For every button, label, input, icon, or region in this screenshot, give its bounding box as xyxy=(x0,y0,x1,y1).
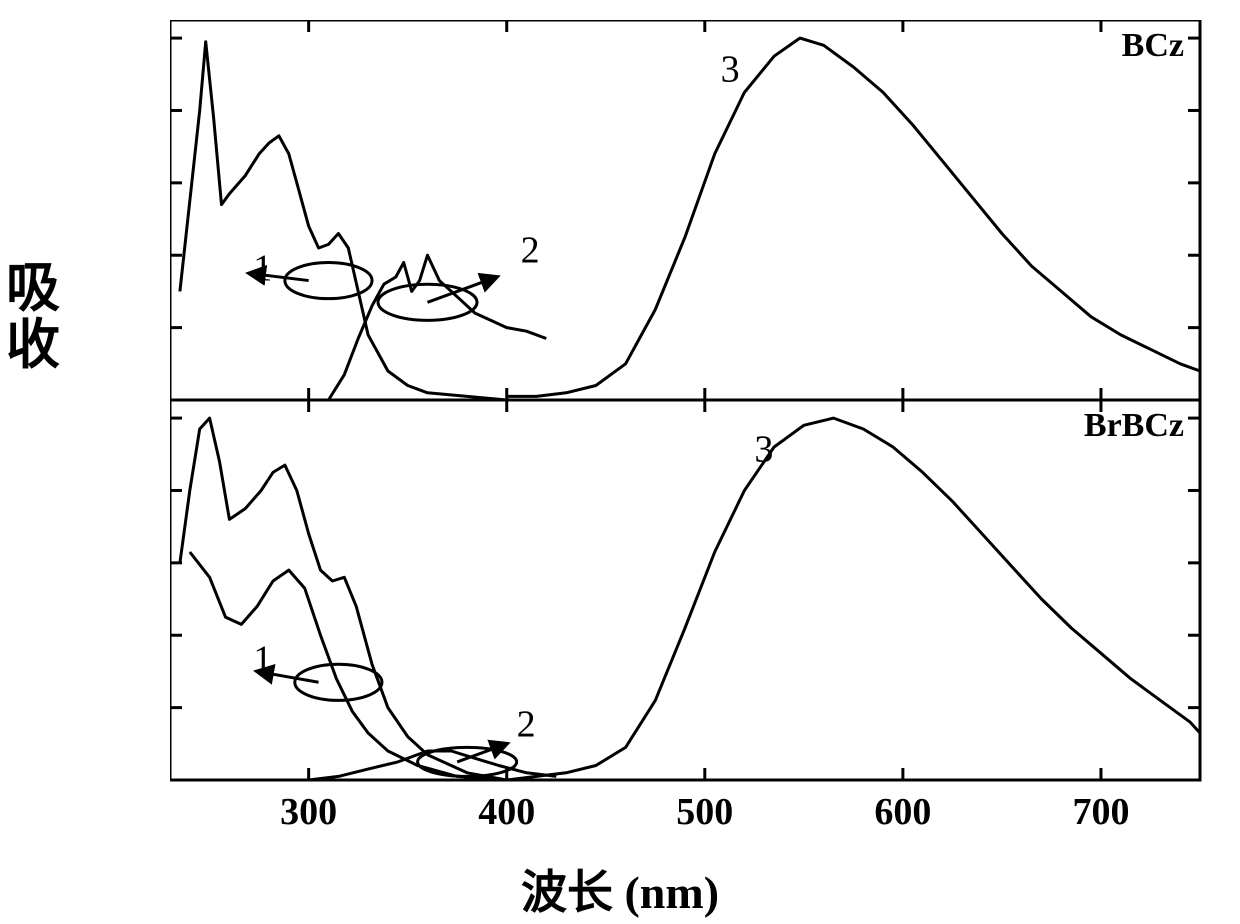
ylabel-char-1: 吸 xyxy=(6,260,60,317)
panel-title: BrBCz xyxy=(1084,407,1184,444)
xtick-label: 700 xyxy=(1072,791,1129,833)
series-s1_absorption xyxy=(180,42,586,400)
spectra-figure: 吸 收 0.00.20.40.60.81.0123BCz0.00.20.40.6… xyxy=(0,0,1240,924)
series-label: 1 xyxy=(253,638,272,680)
series-label: 2 xyxy=(517,704,536,746)
ylabel-char-2: 收 xyxy=(6,317,60,374)
xtick-label: 300 xyxy=(280,791,337,833)
y-axis-label: 吸 收 xyxy=(6,260,60,373)
series-label: 1 xyxy=(253,248,272,290)
series-s3_emission_broad xyxy=(507,418,1200,780)
xtick-label: 400 xyxy=(478,791,535,833)
series-label: 2 xyxy=(521,229,540,271)
series-s3_emission_broad xyxy=(507,38,1200,396)
panel-top: 0.00.20.40.60.81.0123BCz xyxy=(170,20,1200,421)
series-s2_emission_narrow xyxy=(329,255,547,400)
xtick-label: 600 xyxy=(874,791,931,833)
plot-stack: 0.00.20.40.60.81.0123BCz0.00.20.40.60.81… xyxy=(170,20,1240,860)
x-axis-label: 波长 (nm) xyxy=(0,856,1240,922)
series-label: 3 xyxy=(721,49,740,91)
panel-bottom: 0.00.20.40.60.81.0300400500600700123BrBC… xyxy=(170,397,1200,833)
panel-title: BCz xyxy=(1122,27,1184,64)
xtick-label: 500 xyxy=(676,791,733,833)
series-label: 3 xyxy=(754,429,773,471)
